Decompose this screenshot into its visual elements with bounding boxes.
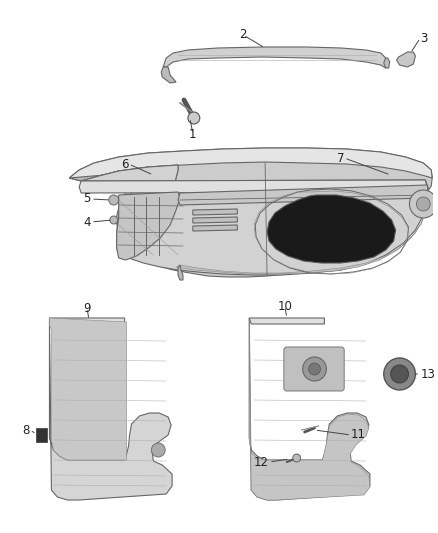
Polygon shape (49, 318, 127, 460)
Text: 5: 5 (84, 192, 91, 206)
Text: 12: 12 (254, 456, 269, 469)
Polygon shape (193, 225, 237, 231)
Bar (35, 428, 47, 442)
Polygon shape (249, 318, 370, 500)
Text: 6: 6 (121, 157, 129, 171)
FancyBboxPatch shape (284, 347, 344, 391)
Text: 3: 3 (420, 31, 428, 44)
Text: 7: 7 (337, 151, 344, 165)
Circle shape (384, 358, 415, 390)
Circle shape (110, 216, 118, 224)
Circle shape (391, 365, 409, 383)
Polygon shape (193, 217, 237, 223)
Circle shape (417, 197, 430, 211)
Text: 11: 11 (351, 429, 366, 441)
Polygon shape (117, 192, 180, 260)
Polygon shape (267, 195, 396, 263)
Polygon shape (69, 148, 432, 277)
Polygon shape (193, 209, 237, 215)
Polygon shape (49, 318, 125, 324)
Text: 13: 13 (420, 367, 435, 381)
Polygon shape (176, 195, 428, 274)
Polygon shape (396, 52, 415, 67)
Circle shape (309, 363, 321, 375)
Circle shape (151, 443, 165, 457)
Polygon shape (249, 318, 325, 324)
Polygon shape (81, 165, 428, 275)
Circle shape (188, 112, 200, 124)
Polygon shape (163, 47, 388, 68)
Polygon shape (384, 58, 390, 68)
Text: 1: 1 (189, 127, 197, 141)
Polygon shape (69, 165, 178, 255)
Polygon shape (49, 318, 172, 500)
Text: 4: 4 (84, 215, 91, 229)
Polygon shape (79, 180, 427, 193)
Circle shape (293, 454, 300, 462)
Text: 10: 10 (277, 300, 292, 312)
Polygon shape (161, 67, 176, 83)
Polygon shape (178, 185, 428, 205)
Polygon shape (249, 318, 370, 500)
Circle shape (109, 195, 119, 205)
Circle shape (410, 190, 437, 218)
Polygon shape (178, 265, 183, 280)
Text: 8: 8 (22, 424, 30, 437)
Circle shape (303, 357, 326, 381)
Text: 2: 2 (240, 28, 247, 42)
Text: 9: 9 (83, 302, 91, 314)
Polygon shape (69, 148, 432, 181)
